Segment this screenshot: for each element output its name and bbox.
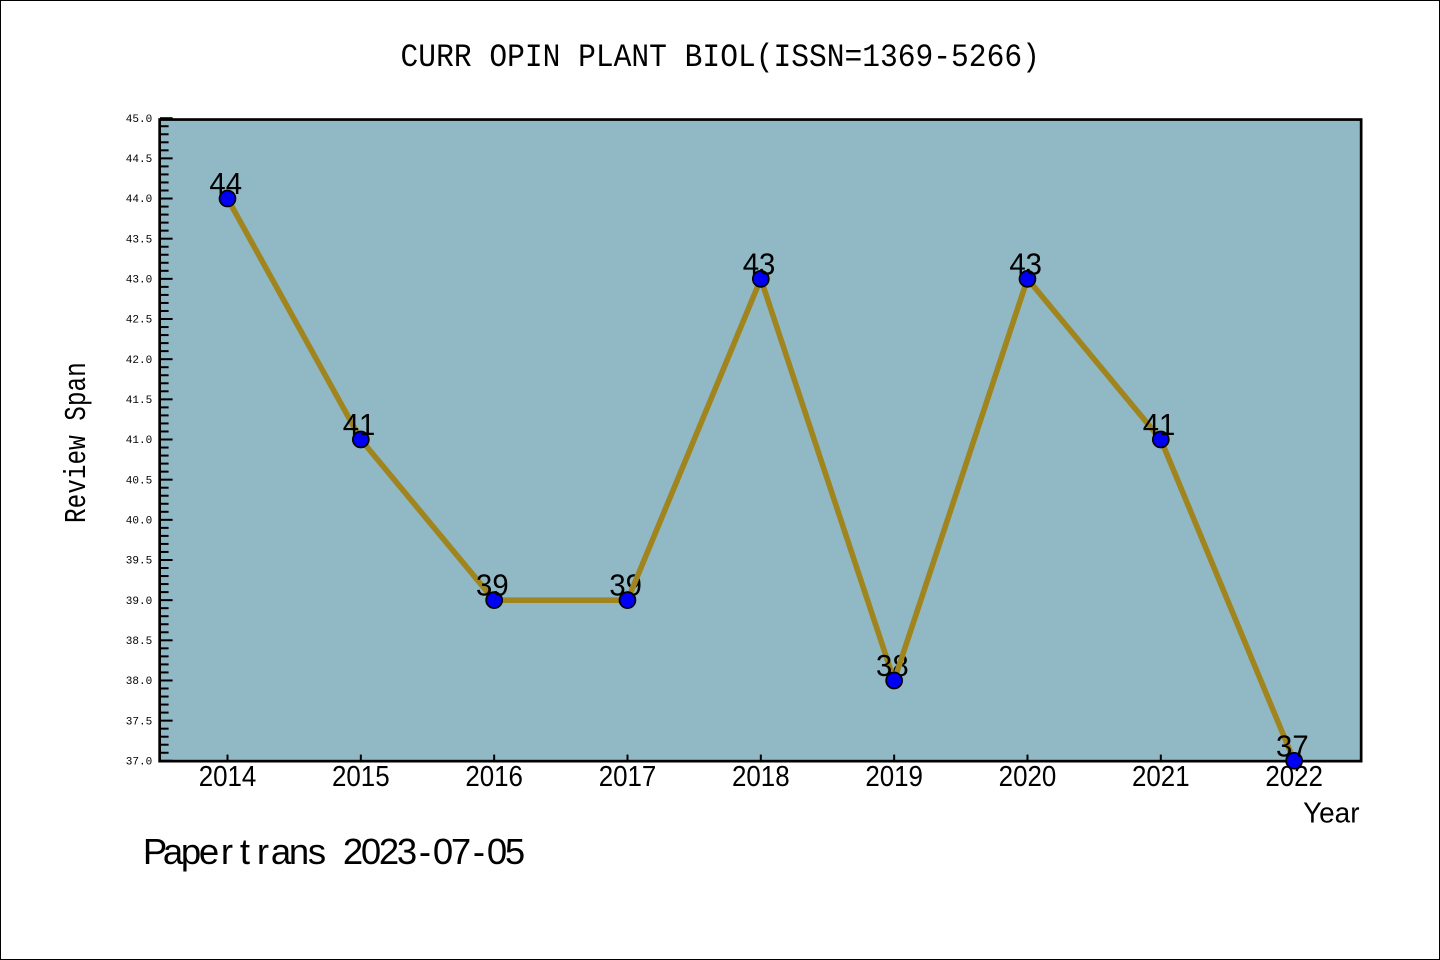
svg-text:43: 43 <box>743 246 776 281</box>
svg-text:45.0: 45.0 <box>126 114 153 126</box>
svg-text:5: 5 <box>505 831 525 872</box>
svg-text:0: 0 <box>487 831 507 872</box>
svg-text:41.0: 41.0 <box>126 435 153 447</box>
svg-text:39.5: 39.5 <box>126 556 153 568</box>
svg-text:41: 41 <box>1143 407 1176 442</box>
svg-text:37.0: 37.0 <box>126 757 153 769</box>
svg-text:43.0: 43.0 <box>126 275 153 287</box>
svg-text:38.0: 38.0 <box>126 676 153 688</box>
svg-text:37.5: 37.5 <box>126 716 153 728</box>
svg-text:0: 0 <box>433 831 453 872</box>
svg-text:s: s <box>308 831 326 872</box>
svg-text:2014: 2014 <box>199 761 257 793</box>
svg-text:P: P <box>143 831 167 872</box>
svg-text:44.0: 44.0 <box>126 194 153 206</box>
svg-text:2021: 2021 <box>1132 761 1190 793</box>
svg-text:44: 44 <box>209 166 242 201</box>
svg-text:41: 41 <box>343 407 376 442</box>
svg-text:40.5: 40.5 <box>126 475 153 487</box>
svg-text:0: 0 <box>361 831 381 872</box>
svg-text:2018: 2018 <box>732 761 790 793</box>
svg-text:40.0: 40.0 <box>126 516 153 528</box>
svg-text:e: e <box>199 831 219 872</box>
svg-text:43: 43 <box>1009 246 1042 281</box>
svg-text:43.5: 43.5 <box>126 234 153 246</box>
svg-text:-: - <box>419 831 431 872</box>
svg-text:38.5: 38.5 <box>126 636 153 648</box>
svg-text:2019: 2019 <box>865 761 923 793</box>
svg-text:41.5: 41.5 <box>126 395 153 407</box>
svg-text:2016: 2016 <box>465 761 523 793</box>
svg-text:2017: 2017 <box>599 761 657 793</box>
svg-text:a: a <box>271 831 292 872</box>
svg-text:44.5: 44.5 <box>126 154 153 166</box>
svg-text:39.0: 39.0 <box>126 596 153 608</box>
svg-text:37: 37 <box>1276 728 1309 763</box>
svg-text:r: r <box>257 831 269 872</box>
svg-text:42.0: 42.0 <box>126 355 153 367</box>
svg-text:7: 7 <box>451 831 471 872</box>
svg-text:-: - <box>473 831 485 872</box>
svg-text:t: t <box>240 831 250 872</box>
svg-text:a: a <box>163 831 184 872</box>
svg-text:2020: 2020 <box>999 761 1057 793</box>
svg-text:Review Span: Review Span <box>60 362 95 523</box>
svg-text:2022: 2022 <box>1265 761 1323 793</box>
svg-text:2: 2 <box>379 831 399 872</box>
svg-text:Year: Year <box>1303 798 1359 830</box>
svg-text:2: 2 <box>343 831 363 872</box>
svg-text:r: r <box>221 831 233 872</box>
svg-text:CURR OPIN PLANT BIOL(ISSN=1369: CURR OPIN PLANT BIOL(ISSN=1369-5266) <box>401 39 1040 76</box>
svg-text:3: 3 <box>397 831 417 872</box>
svg-text:n: n <box>289 831 309 872</box>
svg-text:39: 39 <box>476 568 509 603</box>
svg-text:p: p <box>181 831 201 872</box>
svg-text:42.5: 42.5 <box>126 315 153 327</box>
svg-text:2015: 2015 <box>332 761 390 793</box>
